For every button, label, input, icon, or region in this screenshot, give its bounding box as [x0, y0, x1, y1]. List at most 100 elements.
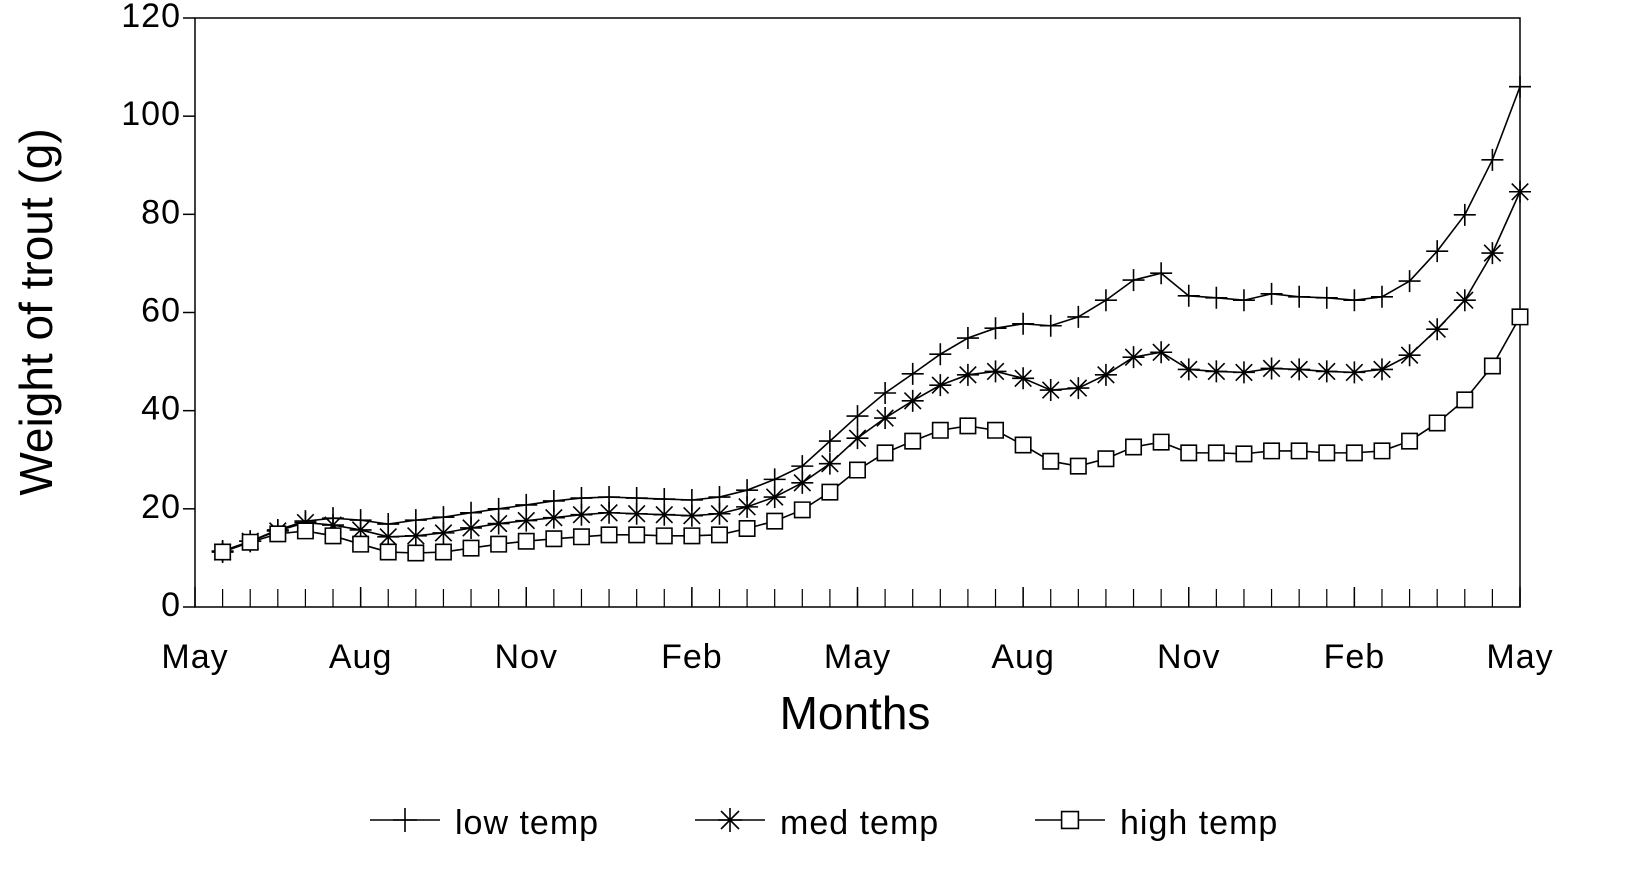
marker	[1180, 444, 1198, 462]
marker	[1060, 810, 1080, 830]
marker	[241, 533, 259, 551]
marker	[736, 495, 759, 518]
marker	[984, 317, 1007, 340]
marker	[1012, 367, 1035, 390]
x-tick-label: May	[161, 638, 228, 676]
marker	[1370, 285, 1393, 308]
marker	[1122, 269, 1145, 292]
x-tick-label: Nov	[1157, 638, 1220, 676]
marker	[628, 526, 646, 544]
marker	[1232, 289, 1255, 312]
marker	[1453, 203, 1476, 226]
marker	[407, 544, 425, 562]
y-tick-label: 80	[141, 193, 181, 231]
marker	[1067, 305, 1090, 328]
legend-item: low temp	[370, 804, 598, 842]
y-tick-label: 60	[141, 291, 181, 329]
marker	[929, 343, 952, 366]
marker	[1097, 450, 1115, 468]
marker	[1401, 432, 1419, 450]
x-tick-label: Aug	[329, 638, 393, 676]
marker	[1094, 363, 1117, 386]
marker	[517, 532, 535, 550]
marker	[818, 430, 841, 453]
marker	[1426, 318, 1449, 341]
marker	[718, 808, 742, 832]
marker	[542, 506, 565, 529]
marker	[1069, 457, 1087, 475]
y-axis-title: Weight of trout (g)	[10, 128, 62, 495]
marker	[1288, 285, 1311, 308]
marker	[849, 461, 866, 479]
marker	[1125, 438, 1143, 456]
marker	[929, 374, 952, 397]
y-tick-label: 20	[141, 488, 181, 526]
marker	[379, 543, 397, 561]
marker	[1290, 442, 1308, 460]
y-tick-label: 0	[161, 586, 181, 624]
marker	[1343, 361, 1366, 384]
x-tick-label: May	[1486, 638, 1553, 676]
marker	[1481, 242, 1504, 265]
series-line	[222, 316, 1521, 554]
marker	[462, 539, 480, 557]
marker	[1177, 284, 1200, 307]
marker	[1343, 289, 1366, 312]
marker	[545, 530, 563, 548]
marker	[1260, 357, 1283, 380]
marker	[515, 509, 538, 532]
marker	[1426, 240, 1449, 263]
marker	[393, 808, 417, 832]
marker	[600, 526, 618, 544]
marker	[956, 327, 979, 350]
marker	[984, 360, 1007, 383]
x-tick-label: Feb	[1324, 638, 1386, 676]
legend-label: high temp	[1120, 804, 1278, 842]
marker	[1177, 358, 1200, 381]
marker	[1014, 436, 1032, 454]
marker	[1398, 270, 1421, 293]
marker	[793, 501, 811, 519]
marker	[269, 525, 287, 543]
marker	[901, 362, 924, 385]
x-tick-label: Aug	[991, 638, 1055, 676]
marker	[818, 452, 841, 475]
marker	[846, 427, 869, 450]
marker	[460, 516, 483, 539]
marker	[1150, 341, 1173, 364]
marker	[1094, 289, 1117, 312]
marker	[322, 514, 345, 537]
marker	[352, 535, 370, 553]
marker	[680, 504, 703, 527]
marker	[708, 502, 731, 525]
marker	[1150, 262, 1173, 285]
marker	[1207, 444, 1225, 462]
marker	[1428, 414, 1446, 432]
marker	[1456, 391, 1474, 409]
plot-frame	[194, 17, 1521, 608]
x-tick-label: May	[824, 638, 891, 676]
marker	[959, 417, 977, 435]
marker	[904, 432, 922, 450]
marker	[598, 501, 621, 524]
marker	[901, 389, 924, 412]
marker	[487, 512, 510, 535]
marker	[296, 522, 314, 540]
marker	[1509, 75, 1531, 98]
marker	[1205, 360, 1228, 383]
marker	[1067, 377, 1090, 400]
marker	[404, 524, 427, 547]
marker	[1370, 358, 1393, 381]
x-tick-label: Feb	[661, 638, 723, 676]
y-tick-label: 120	[121, 0, 181, 35]
marker	[655, 527, 673, 545]
y-tick-label: 100	[121, 95, 181, 133]
marker	[874, 381, 897, 404]
marker	[1152, 433, 1170, 451]
marker	[324, 527, 342, 545]
marker	[1288, 358, 1311, 381]
x-tick-label: Nov	[495, 638, 558, 676]
marker	[1235, 445, 1253, 463]
marker	[1483, 357, 1501, 375]
